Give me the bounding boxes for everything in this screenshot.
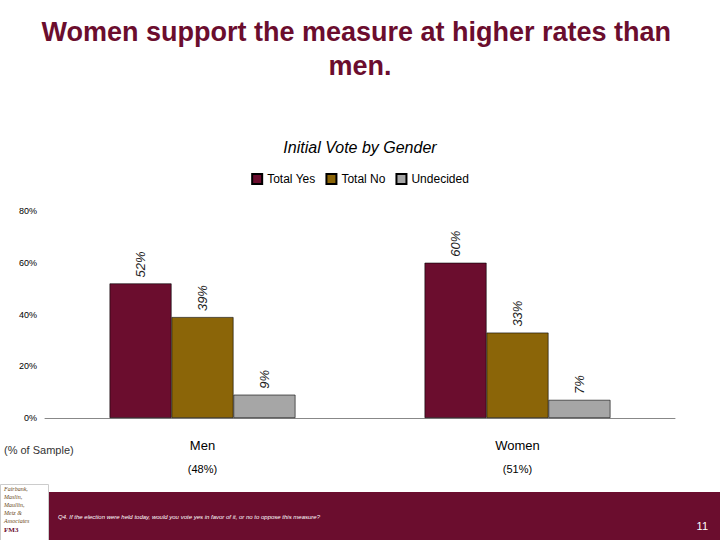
svg-text:(% of Sample): (% of Sample) <box>4 444 74 456</box>
svg-text:Maslin,: Maslin, <box>3 494 23 500</box>
svg-text:7%: 7% <box>572 375 587 394</box>
svg-text:Total Yes: Total Yes <box>267 172 315 186</box>
svg-text:Q4. If the election were held: Q4. If the election were held today, wou… <box>58 514 321 520</box>
svg-text:Undecided: Undecided <box>411 172 468 186</box>
svg-text:Total No: Total No <box>341 172 385 186</box>
svg-text:60%: 60% <box>19 258 37 268</box>
svg-text:Maullin,: Maullin, <box>3 502 25 508</box>
svg-text:52%: 52% <box>133 251 148 277</box>
svg-text:Associates: Associates <box>3 518 30 524</box>
svg-text:(48%): (48%) <box>188 463 217 475</box>
svg-text:Initial Vote by Gender: Initial Vote by Gender <box>283 139 437 156</box>
svg-text:Women support the measure at h: Women support the measure at higher rate… <box>41 17 678 47</box>
svg-text:0%: 0% <box>24 413 37 423</box>
svg-text:Metz &: Metz & <box>3 510 22 516</box>
svg-text:FM3: FM3 <box>4 526 19 534</box>
svg-text:Men: Men <box>190 438 215 453</box>
svg-text:(51%): (51%) <box>503 463 532 475</box>
svg-text:Fairbank,: Fairbank, <box>3 486 28 492</box>
svg-text:11: 11 <box>697 520 708 532</box>
svg-text:60%: 60% <box>448 231 463 257</box>
svg-text:40%: 40% <box>19 310 37 320</box>
svg-text:Women: Women <box>495 438 540 453</box>
svg-text:20%: 20% <box>19 361 37 371</box>
svg-text:80%: 80% <box>19 206 37 216</box>
svg-text:men.: men. <box>328 51 391 81</box>
svg-text:39%: 39% <box>195 285 210 311</box>
svg-text:9%: 9% <box>257 370 272 389</box>
svg-text:33%: 33% <box>510 301 525 327</box>
